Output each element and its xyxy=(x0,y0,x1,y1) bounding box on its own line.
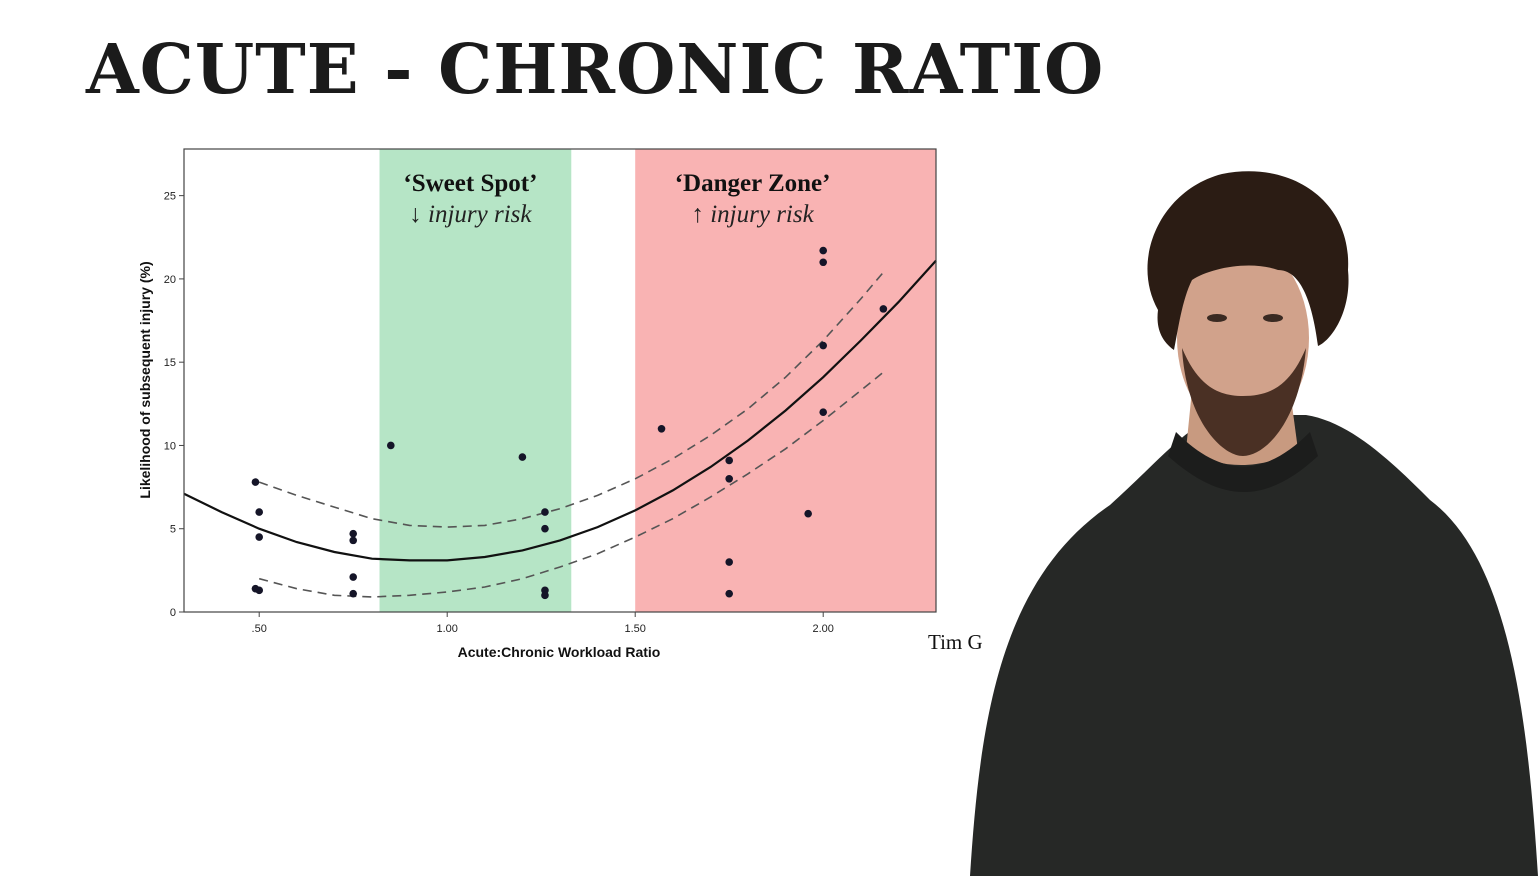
injury-risk-chart: ‘Sweet Spot’ ↓ injury risk ‘Danger Zone’ ↑ … xyxy=(137,148,937,660)
y-tick-label: 5 xyxy=(170,524,176,536)
data-point xyxy=(541,591,549,600)
curves-layer xyxy=(183,259,937,598)
slide-title: ACUTE - CHRONIC RATIO xyxy=(86,30,1105,110)
data-point xyxy=(541,524,549,533)
citation-text: Tim G xyxy=(928,630,983,654)
ci-upper-curve xyxy=(258,271,885,528)
data-point xyxy=(349,536,358,545)
ci-lower-curve xyxy=(258,371,884,598)
x-tick-label: 1.50 xyxy=(624,623,645,635)
data-point xyxy=(349,573,358,581)
zone-subtitle: ↑ injury risk xyxy=(691,201,814,228)
zone-title: ‘Danger Zone’ xyxy=(675,170,831,197)
y-tick-label: 20 xyxy=(164,274,176,286)
y-axis-label: Likelihood of subsequent injury (%) xyxy=(137,261,153,498)
ticks-layer: .50 1.00 1.50 2.00 0 5 10 15 20 25 xyxy=(164,191,834,635)
x-tick-label: 2.00 xyxy=(812,623,833,635)
data-point xyxy=(819,341,827,350)
data-point xyxy=(657,424,666,433)
x-tick-label: 1.00 xyxy=(436,623,457,635)
y-tick-label: 0 xyxy=(170,607,176,619)
data-point xyxy=(819,258,827,267)
zone-band xyxy=(379,149,572,612)
presenter-collar xyxy=(1168,432,1318,492)
presenter-right-eye xyxy=(1263,314,1283,322)
data-point xyxy=(819,246,827,255)
presenter-photo xyxy=(970,171,1538,876)
data-point xyxy=(349,529,358,538)
data-point xyxy=(725,589,733,598)
data-point xyxy=(879,305,888,313)
data-point xyxy=(251,584,260,593)
x-axis-label: Acute:Chronic Workload Ratio xyxy=(458,644,661,660)
zone-band xyxy=(635,149,936,612)
data-point xyxy=(725,558,733,566)
zone-title: ‘Sweet Spot’ xyxy=(403,170,537,197)
data-point xyxy=(518,453,527,461)
data-point xyxy=(255,533,263,541)
data-point xyxy=(804,509,812,518)
data-point xyxy=(725,474,733,483)
y-tick-label: 10 xyxy=(164,440,176,452)
plot-frame xyxy=(183,148,937,613)
presenter-face xyxy=(1177,244,1309,432)
y-tick-label: 15 xyxy=(164,357,176,369)
data-point xyxy=(387,441,395,450)
data-point xyxy=(819,408,827,416)
fit-curve xyxy=(183,259,937,562)
presenter-sweater xyxy=(970,415,1538,876)
data-point xyxy=(251,478,260,486)
zone-subtitle: ↓ injury risk xyxy=(409,201,532,228)
points-layer xyxy=(251,246,888,600)
presenter-hair xyxy=(1147,171,1349,350)
y-tick-label: 25 xyxy=(164,191,176,203)
data-point xyxy=(725,456,733,465)
presenter-beard xyxy=(1182,348,1306,456)
data-point xyxy=(541,508,549,516)
presenter-left-eye xyxy=(1207,314,1227,322)
x-tick-label: .50 xyxy=(252,623,267,635)
zones-layer: ‘Sweet Spot’ ↓ injury risk ‘Danger Zone’ ↑ … xyxy=(379,149,936,612)
data-point xyxy=(255,508,263,516)
data-point xyxy=(349,589,358,598)
